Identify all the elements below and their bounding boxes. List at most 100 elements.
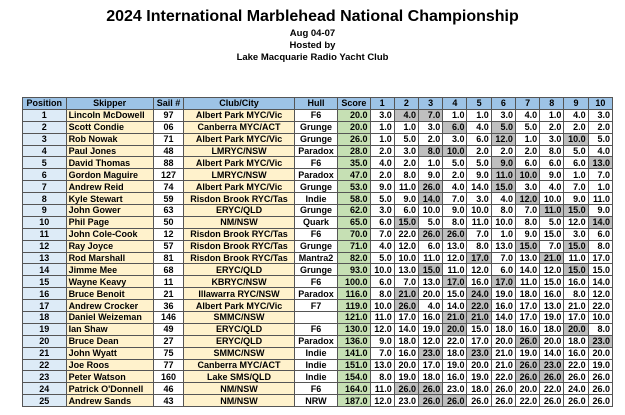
result-row: 24 Patrick O'Donnell 46 NM/NSW F6 164.0 11.0 26…	[22, 382, 614, 396]
race-score: 2.0	[369, 168, 395, 182]
race-score: 11.0	[393, 180, 420, 194]
race-score: 19.0	[587, 358, 614, 372]
race-score: 23.0	[587, 334, 614, 348]
race-score: 9.0	[514, 227, 541, 241]
cell: 21	[152, 287, 185, 301]
race-score: 9.0	[369, 334, 395, 348]
cell: Ian Shaw	[65, 322, 154, 336]
cell: 19	[22, 322, 67, 336]
cell: Quark	[293, 215, 339, 229]
race-score: 5.0	[539, 215, 565, 229]
race-score: 20.0	[466, 358, 492, 372]
race-score: 4.0	[466, 120, 492, 134]
race-score: 11.0	[369, 382, 395, 396]
race-score: 22.0	[514, 394, 541, 408]
race-score: 12.0	[393, 239, 420, 253]
race-score: 8.0	[563, 287, 589, 301]
race-score: 1.0	[587, 180, 614, 194]
race-score: 3.0	[369, 204, 395, 217]
race-score: 13.0	[514, 251, 541, 265]
race-score: 21.0	[442, 311, 468, 324]
race-score: 12.0	[418, 334, 444, 348]
cell: 24	[22, 382, 67, 396]
race-score: 20.0	[393, 358, 420, 372]
cell: 16	[22, 287, 67, 301]
race-score: 14.0	[587, 275, 614, 289]
race-score: 4.0	[442, 180, 468, 194]
race-score: 6.0	[490, 263, 516, 277]
race-score: 10.0	[539, 192, 565, 206]
cell: 22	[22, 358, 67, 372]
race-score: 17.0	[442, 275, 468, 289]
race-score: 4.0	[369, 156, 395, 170]
cell: Illawarra RYC/NSW	[183, 287, 295, 301]
cell: NM/NSW	[183, 382, 295, 396]
race-score: 15.0	[393, 215, 420, 229]
race-score: 2.0	[442, 168, 468, 182]
race-score: 17.0	[587, 251, 614, 265]
race-score: 4.0	[539, 180, 565, 194]
race-score: 7.0	[587, 168, 614, 182]
race-score: 17.0	[466, 251, 492, 265]
race-score: 11.0	[490, 168, 516, 182]
race-score: 15.0	[539, 275, 565, 289]
cell: 4	[22, 144, 67, 158]
race-score: 1.0	[369, 132, 395, 146]
cell: Grunge	[293, 239, 339, 253]
cell: Paradox	[293, 144, 339, 158]
cell: Wayne Keavy	[65, 275, 154, 289]
race-score: 18.0	[466, 382, 492, 396]
column-header: 4	[442, 97, 468, 110]
race-score: 9.0	[490, 156, 516, 170]
cell: 6	[22, 168, 67, 182]
cell: John Gower	[65, 204, 154, 217]
result-row: 9 John Gower 63 ERYC/QLD Grunge 62.0 3.0 6.0 10.…	[22, 204, 614, 217]
race-score: 2.0	[587, 120, 614, 134]
race-score: 6.0	[539, 156, 565, 170]
race-score: 16.0	[393, 346, 420, 360]
race-score: 5.0	[442, 156, 468, 170]
race-score: 19.0	[442, 358, 468, 372]
cell: Albert Park MYC/Vic	[183, 132, 295, 146]
cell: Grunge	[293, 132, 339, 146]
cell: 9	[22, 204, 67, 217]
cell: F6	[293, 156, 339, 170]
race-score: 21.0	[539, 251, 565, 265]
result-row: 19 Ian Shaw 49 ERYC/QLD F6 130.0 12.0 14.0 19.0 2…	[22, 322, 614, 336]
cell: LMRYC/NSW	[183, 168, 295, 182]
race-score: 23.0	[466, 346, 492, 360]
race-score: 5.0	[466, 156, 492, 170]
cell: Albert Park MYC/Vic	[183, 108, 295, 122]
cell: 160	[152, 370, 185, 384]
race-score: 1.0	[369, 120, 395, 134]
race-score: 1.0	[514, 132, 541, 146]
cell: Peter Watson	[65, 370, 154, 384]
cell: 77	[152, 358, 185, 372]
race-score: 4.0	[418, 299, 444, 313]
race-score: 15.0	[466, 322, 492, 336]
race-score: 9.0	[442, 204, 468, 217]
cell: F6	[293, 108, 339, 122]
race-score: 12.0	[490, 132, 516, 146]
race-score: 12.0	[369, 322, 395, 336]
result-row: 8 Kyle Stewart 59 Risdon Brook RYC/Tas Indie…	[22, 192, 614, 206]
race-score: 12.0	[514, 192, 541, 206]
race-score: 20.0	[514, 382, 541, 396]
race-score: 16.0	[563, 346, 589, 360]
race-score: 18.0	[393, 334, 420, 348]
cell: 46	[152, 382, 185, 396]
race-score: 3.0	[490, 108, 516, 122]
cell: 43	[152, 394, 185, 408]
cell: 11	[22, 227, 67, 241]
result-row: 25 Andrew Sands 43 NM/NSW NRW 187.0 12.0 23.0 26…	[22, 394, 614, 408]
race-score: 11.0	[514, 275, 541, 289]
cell: Patrick O'Donnell	[65, 382, 154, 396]
race-score: 8.0	[393, 168, 420, 182]
race-score: 22.0	[490, 370, 516, 384]
race-score: 11.0	[418, 251, 444, 265]
race-score: 3.0	[369, 108, 395, 122]
race-score: 14.0	[466, 180, 492, 194]
cell: Paul Jones	[65, 144, 154, 158]
race-score: 4.0	[587, 144, 614, 158]
cell: 17	[22, 299, 67, 313]
